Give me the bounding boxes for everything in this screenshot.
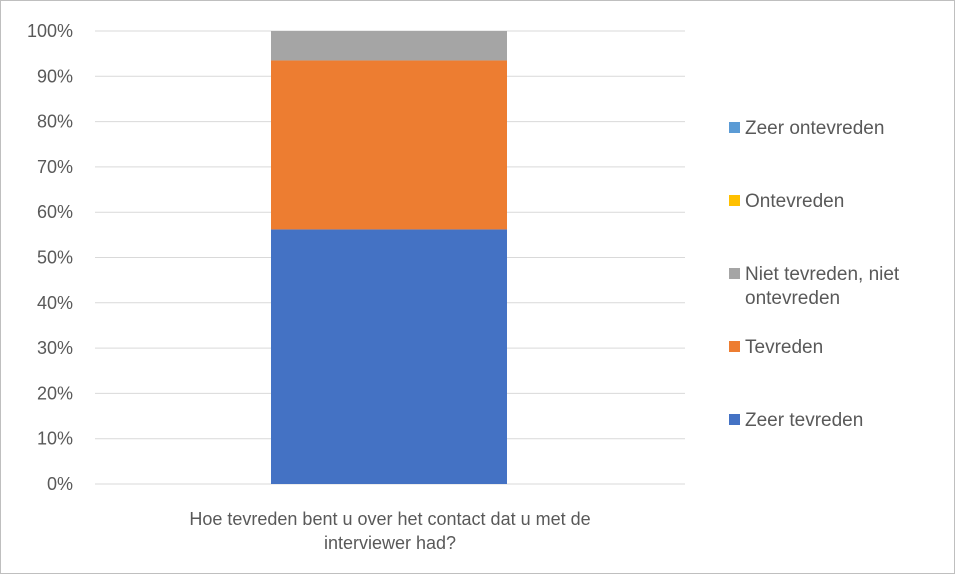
legend-swatch-zeer-ontevreden xyxy=(729,122,740,133)
y-tick-label-2: 20% xyxy=(37,383,73,403)
legend-label-zeer-tevreden: Zeer tevreden xyxy=(745,410,863,431)
y-tick-label-10: 100% xyxy=(27,21,73,41)
category-label-line-0: Hoe tevreden bent u over het contact dat… xyxy=(189,509,590,529)
y-tick-label-8: 80% xyxy=(37,112,73,132)
y-tick-label-9: 90% xyxy=(37,66,73,86)
y-tick-label-5: 50% xyxy=(37,248,73,268)
legend-swatch-ontevreden xyxy=(729,195,740,206)
y-axis-tick-labels: 0% 10% 20% 30% 40% 50% 60% 70% 80% 90% 100% xyxy=(27,21,73,494)
y-tick-label-4: 40% xyxy=(37,293,73,313)
y-tick-label-3: 30% xyxy=(37,338,73,358)
y-tick-label-0: 0% xyxy=(47,474,73,494)
legend-label-tevreden: Tevreden xyxy=(745,337,823,358)
bar-segments xyxy=(271,31,507,484)
legend-label-niet-tevreden-niet-ontevreden-line-1: ontevreden xyxy=(745,288,840,309)
bar-segment-tevreden xyxy=(271,60,507,230)
legend-label-zeer-ontevreden: Zeer ontevreden xyxy=(745,118,884,139)
y-tick-label-6: 60% xyxy=(37,202,73,222)
y-tick-label-7: 70% xyxy=(37,157,73,177)
category-label: Hoe tevreden bent u over het contact dat… xyxy=(189,509,590,553)
bar-segment-zeer-tevreden xyxy=(271,229,507,484)
legend-swatch-zeer-tevreden xyxy=(729,414,740,425)
legend-label-niet-tevreden-niet-ontevreden-line-0: Niet tevreden, niet xyxy=(745,264,900,285)
legend-swatch-tevreden xyxy=(729,341,740,352)
legend-swatch-niet-tevreden-niet-ontevreden xyxy=(729,268,740,279)
category-label-line-1: interviewer had? xyxy=(324,533,456,553)
y-tick-label-1: 10% xyxy=(37,429,73,449)
bar-segment-niet-tevreden-niet-ontevreden xyxy=(271,31,507,61)
legend-label-ontevreden: Ontevreden xyxy=(745,191,844,212)
legend: Zeer ontevreden Ontevreden Niet tevreden, … xyxy=(729,118,900,431)
